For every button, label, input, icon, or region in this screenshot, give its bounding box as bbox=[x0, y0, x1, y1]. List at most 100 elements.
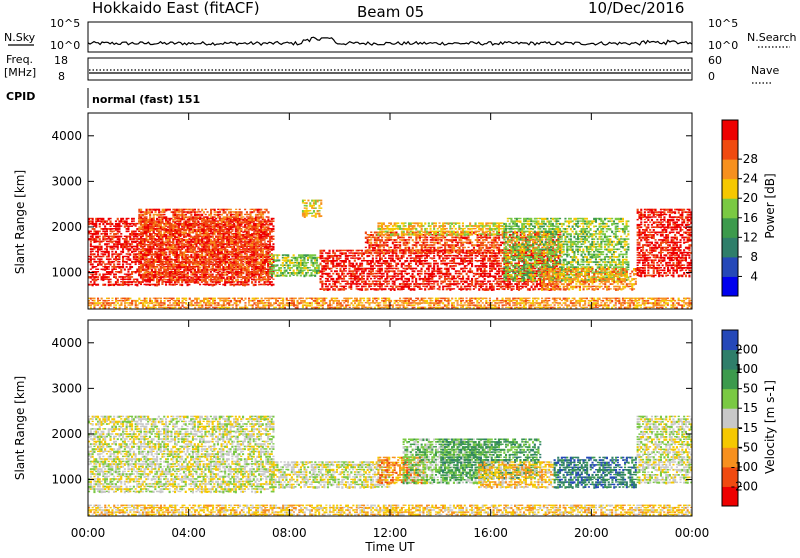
power-cell bbox=[138, 216, 140, 218]
power-cell bbox=[226, 216, 228, 218]
power-cell bbox=[201, 257, 203, 259]
power-cell bbox=[272, 238, 274, 240]
power-cell bbox=[260, 229, 262, 231]
power-cell bbox=[413, 257, 415, 260]
power-cell bbox=[332, 288, 334, 290]
power-cell bbox=[397, 270, 399, 271]
power-cell bbox=[203, 211, 205, 213]
power-cell bbox=[258, 234, 260, 236]
power-cell bbox=[332, 283, 334, 285]
power-cell bbox=[237, 239, 239, 241]
power-cell bbox=[309, 210, 311, 211]
power-cell bbox=[189, 211, 191, 214]
power-cell bbox=[102, 274, 104, 277]
power-cell bbox=[428, 273, 430, 276]
power-cell bbox=[476, 283, 478, 285]
power-cell bbox=[93, 266, 95, 268]
power-cell bbox=[92, 218, 94, 220]
power-cell bbox=[460, 278, 462, 280]
power-cell bbox=[138, 248, 140, 249]
power-cell bbox=[215, 274, 217, 277]
power-cell bbox=[457, 281, 459, 283]
power-cell bbox=[359, 288, 361, 290]
power-cell bbox=[412, 278, 414, 280]
power-cell bbox=[313, 200, 315, 202]
power-cell bbox=[108, 251, 110, 254]
power-cell bbox=[413, 283, 415, 285]
power-cell bbox=[244, 259, 246, 261]
power-cell bbox=[124, 243, 126, 245]
power-cell bbox=[224, 236, 226, 238]
power-cell bbox=[246, 234, 248, 237]
power-cell bbox=[404, 283, 406, 286]
power-cell bbox=[313, 205, 315, 207]
power-cell bbox=[312, 264, 314, 267]
power-cell bbox=[383, 283, 385, 285]
power-cell bbox=[210, 224, 212, 225]
power-cell bbox=[228, 224, 230, 225]
power-cell bbox=[136, 281, 138, 282]
power-cell bbox=[198, 221, 200, 223]
power-cell bbox=[162, 259, 164, 261]
power-cell bbox=[316, 257, 318, 260]
power-cell bbox=[498, 268, 500, 270]
power-cell bbox=[241, 239, 243, 241]
power-cell bbox=[417, 265, 419, 267]
power-cell bbox=[422, 278, 424, 280]
power-cell bbox=[372, 257, 374, 259]
power-cell bbox=[458, 270, 460, 272]
power-cell bbox=[348, 252, 350, 253]
power-cell bbox=[365, 286, 367, 288]
power-cell bbox=[381, 263, 383, 265]
power-cell bbox=[304, 213, 306, 216]
power-cell bbox=[176, 252, 178, 254]
power-cell bbox=[228, 226, 230, 229]
date-label: 10/Dec/2016 bbox=[588, 0, 684, 17]
power-cell bbox=[235, 269, 237, 271]
power-cell bbox=[124, 274, 126, 275]
power-cell bbox=[410, 260, 412, 262]
power-cell bbox=[403, 255, 405, 258]
power-cell bbox=[242, 246, 244, 248]
power-cell bbox=[99, 263, 101, 265]
power-cell bbox=[321, 281, 323, 283]
power-cell bbox=[494, 263, 496, 265]
power-cell bbox=[140, 276, 142, 279]
power-cell bbox=[451, 283, 453, 285]
power-cell bbox=[489, 288, 491, 289]
power-cell bbox=[198, 267, 200, 269]
power-cell bbox=[255, 249, 257, 252]
power-cell bbox=[196, 224, 198, 227]
power-cell bbox=[498, 273, 500, 275]
power-cell bbox=[199, 269, 201, 271]
power-cell bbox=[224, 231, 226, 233]
power-cell bbox=[348, 268, 350, 270]
power-cell bbox=[384, 270, 386, 272]
power-cell bbox=[151, 209, 153, 211]
power-cell bbox=[242, 241, 244, 242]
power-cell bbox=[212, 252, 214, 255]
power-cell bbox=[126, 246, 128, 248]
power-cell bbox=[115, 233, 117, 235]
power-cell bbox=[126, 284, 128, 286]
power-cell bbox=[323, 288, 325, 291]
power-cell bbox=[448, 278, 450, 280]
power-cell bbox=[388, 270, 390, 272]
power-cell bbox=[359, 263, 361, 266]
power-cell bbox=[426, 283, 428, 285]
power-cell bbox=[260, 234, 262, 236]
power-cell bbox=[199, 249, 201, 251]
power-cell bbox=[115, 274, 117, 276]
power-cell bbox=[147, 219, 149, 221]
power-cell bbox=[478, 273, 480, 275]
power-cell bbox=[108, 266, 110, 268]
power-cell bbox=[97, 269, 99, 271]
power-cell bbox=[332, 252, 334, 254]
power-cell bbox=[379, 283, 381, 285]
power-cell bbox=[255, 269, 257, 270]
power-cell bbox=[142, 241, 144, 243]
power-cell bbox=[95, 246, 97, 249]
power-cell bbox=[372, 273, 374, 275]
power-cell bbox=[228, 231, 230, 233]
power-cell bbox=[323, 260, 325, 263]
